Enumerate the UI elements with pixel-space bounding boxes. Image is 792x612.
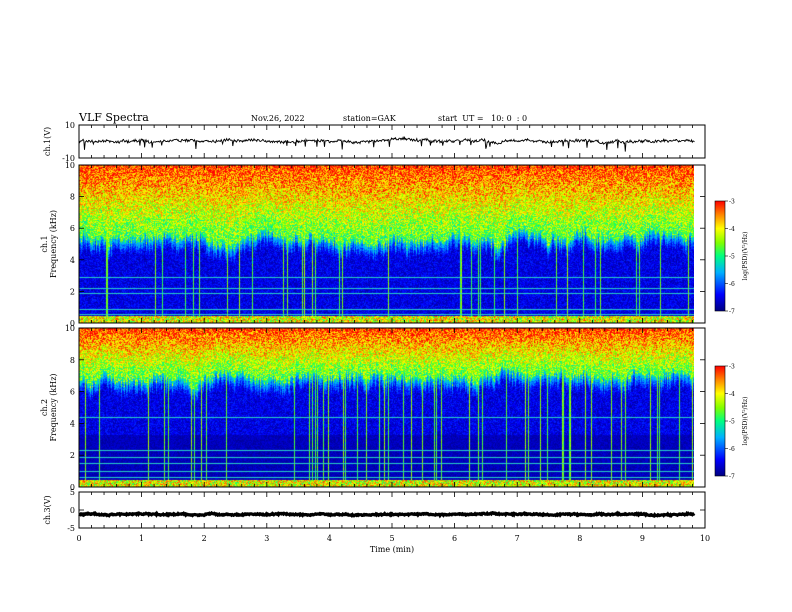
ch1-spectrogram-colorbar-label: log(PSD)(V²/Hz) [742, 232, 749, 281]
ch2-spectrogram-image [79, 328, 694, 487]
ch3-waveform-ytick-label: 5 [70, 488, 75, 497]
ch1-spectrogram-ytick-label: 0 [70, 319, 75, 328]
x-tick-label: 5 [389, 534, 394, 543]
ch2-spectrogram-colorbar-tick-label: -5 [729, 419, 735, 426]
ch1-waveform-ytick-label: -10 [62, 154, 75, 163]
x-axis-label: Time (min) [370, 545, 414, 554]
ch2-spectrogram-ytick-label: 0 [70, 483, 75, 492]
ch2-spectrogram-ylabel-channel: ch.2 [40, 399, 49, 416]
ch1-spectrogram-image [79, 165, 694, 323]
ch2-spectrogram-colorbar-tick-label: -6 [729, 446, 735, 453]
ch2-spectrogram-ytick-label: 2 [70, 451, 75, 460]
station-label: station=GAK [343, 114, 396, 123]
ch1-spectrogram-colorbar-tick-label: -3 [729, 199, 735, 206]
ch2-spectrogram-ylabel-freq: Frequency (kHz) [49, 373, 58, 441]
ch3-waveform-trace [78, 510, 696, 519]
x-tick-label: 4 [327, 534, 332, 543]
start-time-label: start UT = 10: 0 : 0 [438, 114, 528, 123]
ch2-spectrogram-colorbar-label: log(PSD)(V²/Hz) [742, 397, 749, 446]
date-label: Nov.26, 2022 [251, 114, 305, 123]
x-tick-label: 9 [640, 534, 645, 543]
ch1-spectrogram-ylabel-channel: ch.1 [40, 235, 49, 252]
x-tick-label: 0 [76, 534, 81, 543]
ch1-waveform-trace [78, 135, 695, 152]
x-tick-label: 8 [577, 534, 582, 543]
ch3-waveform-ytick-label: 0 [70, 506, 75, 515]
ch1-spectrogram-colorbar-tick-label: -4 [729, 226, 735, 233]
ch1-spectrogram-ytick-label: 10 [65, 161, 75, 170]
ch2-spectrogram-ytick-label: 10 [65, 324, 75, 333]
ch2-spectrogram-colorbar-tick-label: -7 [729, 474, 735, 481]
ch1-spectrogram-colorbar-tick-label: -5 [729, 254, 735, 261]
ch2-spectrogram-ytick-label: 4 [70, 419, 75, 428]
ch2-spectrogram-colorbar-tick-label: -3 [729, 364, 735, 371]
ch2-spectrogram-colorbar [714, 365, 726, 477]
x-tick-label: 10 [700, 534, 710, 543]
ch1-spectrogram-ytick-label: 4 [70, 256, 75, 265]
ch1-spectrogram-ylabel-freq: Frequency (kHz) [49, 210, 58, 278]
ch2-spectrogram-colorbar-tick-label: -4 [729, 391, 735, 398]
figure-title: VLF Spectra [79, 111, 149, 124]
ch3-waveform-frame [78, 491, 706, 529]
x-tick-label: 3 [264, 534, 269, 543]
x-tick-label: 2 [202, 534, 207, 543]
ch1-waveform-ytick-label: 10 [65, 121, 75, 130]
ch2-spectrogram-ytick-label: 6 [70, 388, 75, 397]
ch1-spectrogram-colorbar-tick-label: -6 [729, 281, 735, 288]
ch2-spectrogram-ytick-label: 8 [70, 356, 75, 365]
ch3-waveform-ytick-label: -5 [67, 524, 75, 533]
ch3-waveform-ylabel: ch.3(V) [43, 495, 52, 524]
ch1-spectrogram-ytick-label: 8 [70, 193, 75, 202]
ch1-spectrogram-colorbar [714, 200, 726, 312]
x-tick-label: 1 [139, 534, 144, 543]
ch1-spectrogram-ytick-label: 2 [70, 287, 75, 296]
ch1-spectrogram-ytick-label: 6 [70, 224, 75, 233]
ch1-spectrogram-colorbar-tick-label: -7 [729, 309, 735, 316]
ch1-waveform-ylabel: ch.1(V) [43, 127, 52, 156]
x-tick-label: 6 [452, 534, 457, 543]
x-tick-label: 7 [515, 534, 520, 543]
